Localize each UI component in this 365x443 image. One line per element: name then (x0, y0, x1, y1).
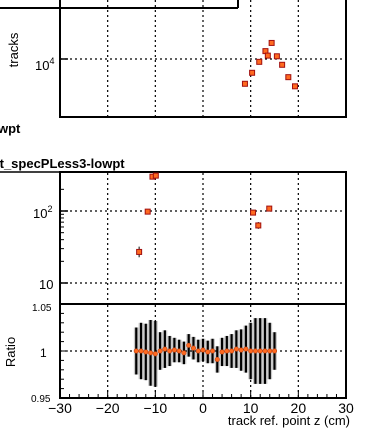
x-tick-label: 20 (291, 400, 307, 416)
ratio-data-point (143, 349, 149, 355)
ratio-data-point (229, 348, 235, 354)
middle-data-point (266, 205, 273, 212)
ratio-data-point (271, 348, 277, 354)
middle-data-point (136, 248, 143, 255)
ratio-data-point (233, 346, 239, 352)
ratio-data-point (248, 348, 254, 354)
ratio-panel: Ratio 1.05 1 0.95 −30 −20 −10 0 10 20 30 track… (3, 303, 354, 428)
ratio-data-point (195, 348, 201, 354)
ratio-data-point (181, 350, 187, 356)
middle-panel: 102 10 (33, 171, 347, 305)
top-panel-frame (59, 0, 347, 118)
top-panel-grid (60, 0, 346, 116)
middle-panel-grid (60, 173, 346, 303)
ratio-data-point (210, 348, 216, 354)
top-data-point (273, 53, 280, 60)
top-panel: tracks 104 (0, 0, 347, 118)
top-y-tick-label-1e4: 104 (35, 56, 54, 73)
ratio-data-point (200, 347, 206, 353)
middle-y-tick-label-1e2: 102 (33, 204, 52, 221)
top-data-point (241, 80, 248, 87)
ratio-data-point (257, 348, 263, 354)
middle-y-tick-label-10: 10 (39, 277, 53, 292)
middle-data-point (144, 208, 151, 215)
ratio-data-point (219, 349, 225, 355)
top-data-point (264, 52, 271, 59)
x-tick-label: −10 (143, 400, 167, 416)
ratio-data-point (167, 348, 173, 354)
ratio-y-tick-label-top: 1.05 (32, 303, 52, 314)
ratio-y-axis-label: Ratio (3, 337, 18, 367)
ratio-data-point (186, 342, 192, 348)
middle-data-point (250, 209, 257, 216)
ratio-y-tick-label-bottom: 0.95 (31, 394, 51, 405)
ratio-y-tick-label-mid: 1 (40, 346, 47, 360)
top-data-point (268, 39, 275, 46)
ratio-data-point (190, 345, 196, 351)
x-tick-label: −30 (48, 400, 72, 416)
ratio-data-point (224, 348, 230, 354)
top-data-point (279, 61, 286, 68)
ratio-data-point (205, 349, 211, 355)
top-y-axis-label: tracks (6, 32, 21, 67)
middle-data-point (255, 222, 262, 229)
ratio-data-point (252, 348, 258, 354)
ratio-data-point (267, 348, 273, 354)
x-axis-label: track ref. point z (cm) (228, 413, 350, 428)
x-tick-label: 0 (199, 400, 207, 416)
ratio-data-point (148, 350, 154, 356)
ratio-data-point (238, 347, 244, 353)
x-axis-tick-labels: −30 −20 −10 0 10 20 30 (48, 400, 354, 416)
top-data-point (285, 74, 292, 81)
ratio-data-point (138, 348, 144, 354)
x-tick-label: 10 (243, 400, 259, 416)
title-fragment-2: lt_specPLess3-lowpt (0, 156, 125, 171)
ratio-data-point (243, 346, 249, 352)
top-data-point (291, 83, 298, 90)
ratio-panel-points (133, 318, 277, 387)
top-panel-points (241, 39, 298, 90)
x-tick-label: 30 (338, 400, 354, 416)
ratio-data-point (176, 348, 182, 354)
top-data-point (256, 58, 263, 65)
ratio-data-point (133, 348, 139, 354)
middle-data-point (152, 172, 159, 179)
ratio-data-point (162, 346, 168, 352)
middle-panel-points (136, 172, 273, 258)
ratio-data-point (262, 348, 268, 354)
ratio-data-point (214, 356, 220, 362)
ratio-data-point (171, 347, 177, 353)
ratio-data-point (152, 351, 158, 357)
x-tick-label: −20 (96, 400, 120, 416)
top-data-point (249, 69, 256, 76)
ratio-data-point (157, 348, 163, 354)
ratio-axis-ticks (59, 312, 347, 398)
title-fragment-1: wpt (0, 121, 21, 136)
